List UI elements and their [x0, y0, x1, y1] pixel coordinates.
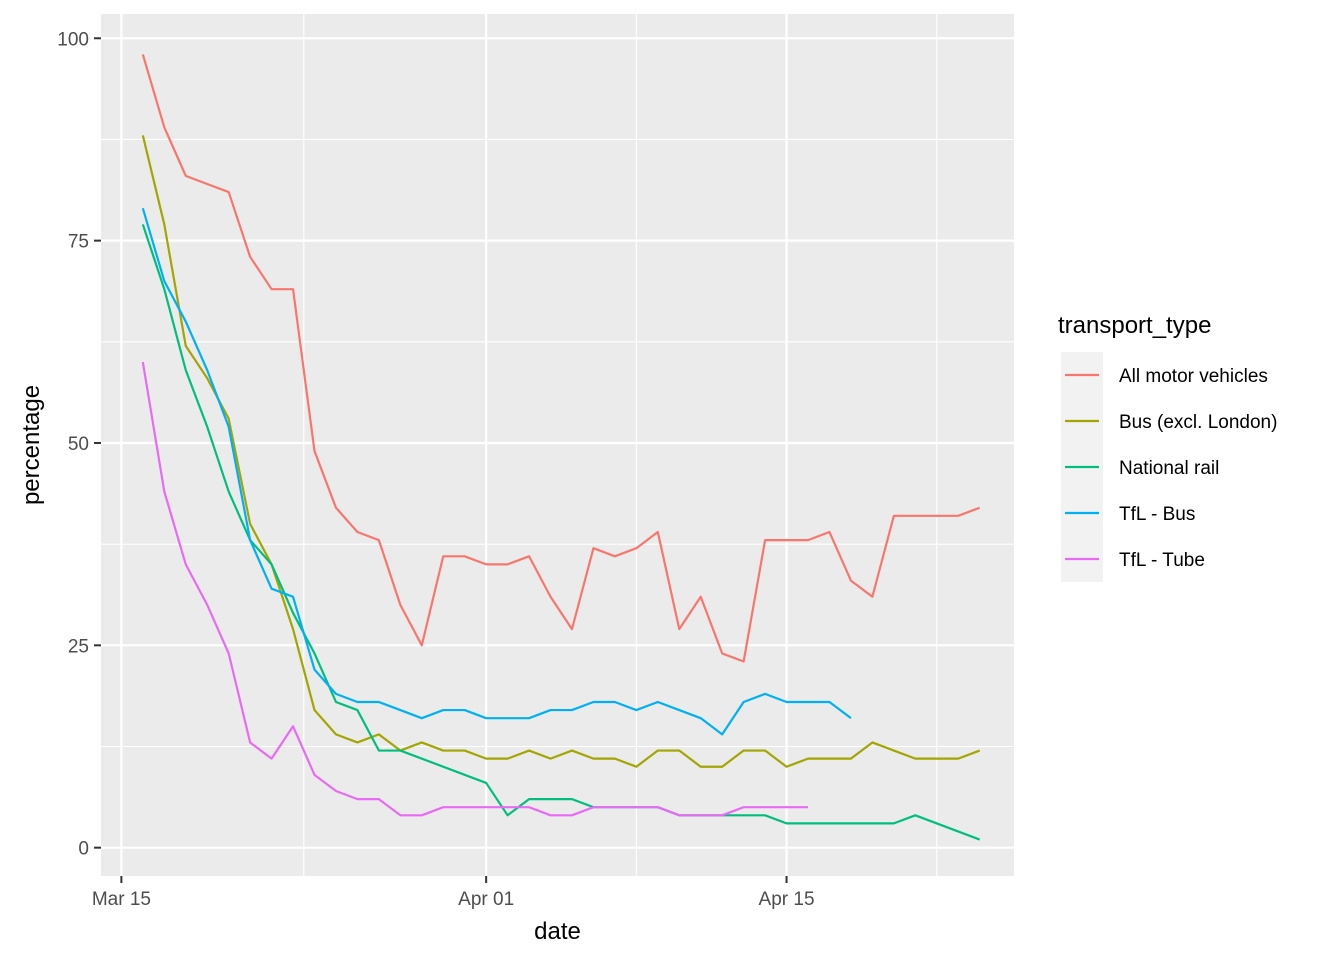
- legend-label: National rail: [1119, 458, 1219, 479]
- series-line-4: [141, 207, 852, 736]
- y-tick-label: 25: [68, 636, 89, 657]
- legend-items: All motor vehicles Bus (excl. London) Nati…: [1061, 352, 1277, 582]
- legend-item: Bus (excl. London): [1061, 398, 1277, 444]
- legend-item: TfL - Bus: [1061, 490, 1195, 536]
- grid-major: [101, 14, 1014, 876]
- y-tick-label: 100: [57, 29, 89, 50]
- legend: transport_type All motor vehicles Bus (ex…: [1058, 312, 1277, 582]
- x-tick-label: Apr 01: [458, 889, 514, 910]
- x-tick-label: Mar 15: [92, 889, 151, 910]
- x-axis: Mar 15 Apr 01 Apr 15: [92, 876, 815, 910]
- series-line-2: [141, 135, 981, 768]
- legend-label: TfL - Bus: [1119, 504, 1195, 525]
- legend-label: TfL - Tube: [1119, 550, 1205, 571]
- y-tick-label: 0: [78, 839, 89, 860]
- y-axis: 0 25 50 75 100: [57, 29, 101, 860]
- legend-item: All motor vehicles: [1061, 352, 1268, 398]
- x-axis-title: date: [534, 918, 581, 945]
- legend-label: All motor vehicles: [1119, 366, 1268, 387]
- series-line-3: [141, 224, 981, 841]
- series-line-1: [141, 54, 981, 663]
- legend-label: Bus (excl. London): [1119, 412, 1277, 433]
- legend-title: transport_type: [1058, 312, 1211, 339]
- x-tick-label: Apr 15: [759, 889, 815, 910]
- plot-panel: [101, 14, 1014, 876]
- legend-item: TfL - Tube: [1061, 536, 1205, 582]
- y-tick-label: 50: [68, 434, 89, 455]
- series-line-5: [141, 361, 809, 817]
- series-lines: [141, 54, 981, 841]
- legend-item: National rail: [1061, 444, 1219, 490]
- y-axis-title: percentage: [18, 385, 45, 505]
- y-tick-label: 75: [68, 232, 89, 253]
